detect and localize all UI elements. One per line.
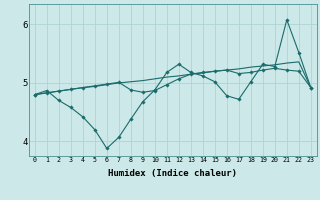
X-axis label: Humidex (Indice chaleur): Humidex (Indice chaleur) bbox=[108, 169, 237, 178]
